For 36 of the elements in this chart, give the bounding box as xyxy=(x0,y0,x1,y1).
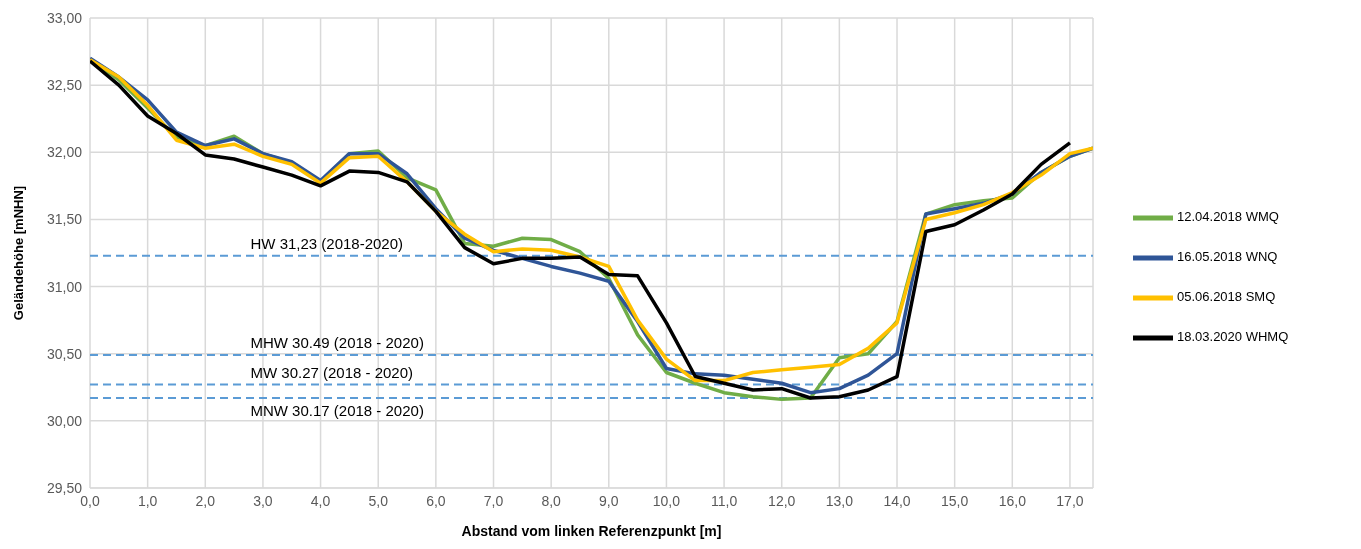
ref-line-label: MW 30.27 (2018 - 2020) xyxy=(250,363,414,381)
y-tick-label: 32,00 xyxy=(46,144,83,161)
x-tick-label: 12,0 xyxy=(768,492,796,509)
y-axis-title: Geländehöhe [mNHN] xyxy=(10,185,26,321)
x-tick-label: 13,0 xyxy=(825,492,854,509)
x-tick-label: 10,0 xyxy=(652,492,681,509)
legend-label: 05.06.2018 SMQ xyxy=(1177,289,1276,305)
y-tick-label: 29,50 xyxy=(46,479,83,496)
y-tick-label: 32,50 xyxy=(46,77,83,94)
x-tick-label: 7,0 xyxy=(483,492,504,509)
x-tick-label: 5,0 xyxy=(368,492,389,509)
y-tick-label: 31,50 xyxy=(46,211,83,228)
y-tick-label: 33,00 xyxy=(46,9,83,26)
x-tick-label: 8,0 xyxy=(541,492,562,509)
legend-label: 18.03.2020 WHMQ xyxy=(1177,329,1289,345)
legend-label: 12.04.2018 WMQ xyxy=(1177,209,1279,225)
ref-line-label: HW 31,23 (2018-2020) xyxy=(250,234,404,252)
ref-line-label: MNW 30.17 (2018 - 2020) xyxy=(250,402,424,420)
y-tick-label: 30,00 xyxy=(46,412,83,429)
x-tick-label: 3,0 xyxy=(253,492,273,509)
ref-line-label: MHW 30.49 (2018 - 2020) xyxy=(250,334,424,352)
x-tick-label: 0,0 xyxy=(80,492,100,509)
x-tick-label: 11,0 xyxy=(710,492,738,509)
x-tick-label: 6,0 xyxy=(426,492,446,509)
x-axis-title: Abstand vom linken Referenzpunkt [m] xyxy=(461,523,722,539)
x-tick-label: 17,0 xyxy=(1056,492,1084,509)
y-tick-label: 31,00 xyxy=(46,278,83,295)
x-tick-label: 16,0 xyxy=(998,492,1027,509)
x-tick-label: 1,0 xyxy=(137,492,158,509)
x-tick-label: 2,0 xyxy=(195,492,216,509)
legend-label: 16.05.2018 WNQ xyxy=(1177,249,1278,265)
x-tick-label: 14,0 xyxy=(883,492,911,509)
x-tick-label: 9,0 xyxy=(599,492,619,509)
y-tick-label: 30,50 xyxy=(46,345,83,362)
x-tick-label: 15,0 xyxy=(941,492,969,509)
x-tick-label: 4,0 xyxy=(310,492,331,509)
